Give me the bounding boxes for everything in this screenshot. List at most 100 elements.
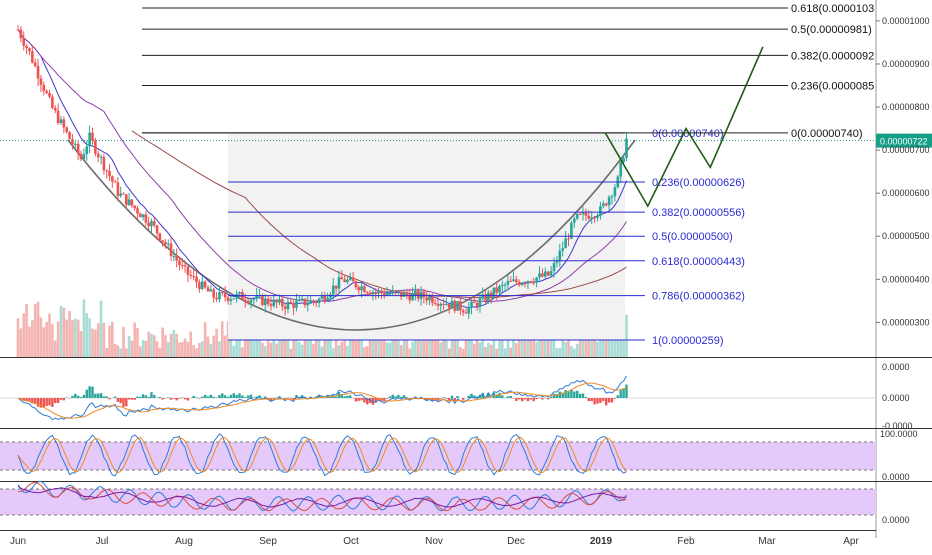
- volume-bar: [556, 348, 559, 357]
- volume-bar: [181, 342, 184, 357]
- candle-body: [369, 293, 372, 294]
- volume-bar: [346, 346, 349, 357]
- macd-histogram-bar: [74, 394, 76, 398]
- macd-histogram-bar: [389, 396, 391, 398]
- candle-body: [281, 299, 284, 306]
- volume-bar: [270, 343, 273, 357]
- fib-label: 0.786(0.00000362): [652, 291, 745, 303]
- indicator-layer: 0.00000.0000-0.0000100.00000.00000.0000: [0, 362, 918, 525]
- macd-histogram-bar: [605, 398, 607, 405]
- volume-bar: [504, 348, 507, 357]
- volume-bar: [273, 339, 276, 357]
- candle-body: [459, 301, 462, 310]
- macd-histogram-bar: [198, 398, 200, 399]
- macd-histogram-bar: [97, 394, 99, 398]
- x-month-label: 2019: [590, 536, 613, 547]
- volume-bar: [275, 344, 278, 357]
- candle-body: [521, 283, 524, 285]
- candle-body: [346, 280, 349, 282]
- volume-bar: [301, 345, 304, 357]
- volume-bar: [25, 304, 28, 357]
- candle-body: [83, 154, 86, 159]
- macd-tick-label: 0.0000: [882, 362, 910, 372]
- volume-bar: [80, 331, 83, 357]
- candle-body: [267, 299, 270, 304]
- candle-body: [224, 293, 227, 297]
- macd-histogram-bar: [238, 393, 240, 398]
- candle-body: [602, 203, 605, 206]
- candle-body: [261, 295, 264, 305]
- candle-body: [173, 256, 176, 257]
- candle-body: [456, 301, 459, 311]
- candle-body: [476, 303, 479, 307]
- candle-body: [218, 292, 221, 299]
- volume-bar: [150, 334, 153, 357]
- volume-bar: [439, 343, 442, 357]
- candle-body: [68, 132, 71, 139]
- volume-bar: [473, 344, 476, 357]
- candle-body: [131, 199, 134, 205]
- candle-body: [227, 297, 230, 301]
- volume-bar: [386, 343, 389, 357]
- macd-histogram-bar: [71, 396, 73, 398]
- candle-body: [150, 221, 153, 226]
- candle-body: [71, 139, 74, 144]
- candle-body: [309, 301, 312, 304]
- fib-extension-label: 0.236(0.0000085: [791, 81, 874, 93]
- candle-body: [167, 244, 170, 245]
- volume-bar: [535, 342, 538, 357]
- macd-tick-label: 0.0000: [882, 393, 910, 403]
- candle-body: [445, 304, 448, 305]
- volume-bar: [487, 343, 490, 357]
- candle-body: [473, 302, 476, 303]
- x-month-label: Jun: [10, 536, 26, 547]
- volume-bar: [57, 321, 60, 357]
- macd-histogram-bar: [445, 398, 447, 399]
- candle-body: [590, 217, 593, 218]
- macd-histogram-bar: [253, 397, 255, 398]
- volume-bar: [54, 340, 57, 357]
- candle-body: [453, 301, 456, 311]
- volume-bar: [261, 343, 264, 357]
- macd-histogram-bar: [608, 398, 610, 403]
- candle-body: [357, 287, 360, 290]
- volume-bar: [204, 322, 207, 357]
- candle-body: [448, 304, 451, 308]
- candle-body: [487, 293, 490, 301]
- macd-histogram-bar: [125, 398, 127, 406]
- candle-body: [37, 66, 40, 79]
- macd-histogram-bar: [88, 386, 90, 398]
- volume-bar: [37, 302, 40, 357]
- volume-bar: [117, 346, 120, 357]
- volume-bar: [153, 335, 156, 357]
- candle-body: [290, 302, 293, 303]
- volume-bar: [521, 339, 524, 357]
- candle-body: [495, 287, 498, 292]
- volume-bar: [498, 339, 501, 357]
- candle-body: [65, 127, 68, 131]
- volume-bar: [173, 330, 176, 357]
- candle-body: [230, 299, 233, 301]
- macd-histogram-bar: [142, 394, 144, 398]
- volume-bar: [139, 346, 142, 357]
- macd-histogram-bar: [43, 398, 45, 407]
- candle-body: [192, 276, 195, 277]
- volume-bar: [167, 342, 170, 357]
- volume-bar: [515, 343, 518, 357]
- candle-body: [181, 265, 184, 266]
- volume-bar: [207, 337, 210, 357]
- candle-body: [530, 281, 533, 282]
- macd-histogram-bar: [173, 398, 175, 399]
- candle-body: [498, 286, 501, 293]
- volume-bar: [103, 323, 106, 357]
- x-month-label: Oct: [343, 536, 359, 547]
- macd-histogram-bar: [77, 396, 79, 398]
- candle-body: [34, 62, 37, 66]
- volume-bar: [128, 336, 131, 357]
- fib-label: 0.5(0.00000500): [652, 231, 733, 243]
- volume-bar: [321, 346, 324, 357]
- macd-histogram-bar: [54, 398, 56, 403]
- volume-bar: [312, 344, 315, 357]
